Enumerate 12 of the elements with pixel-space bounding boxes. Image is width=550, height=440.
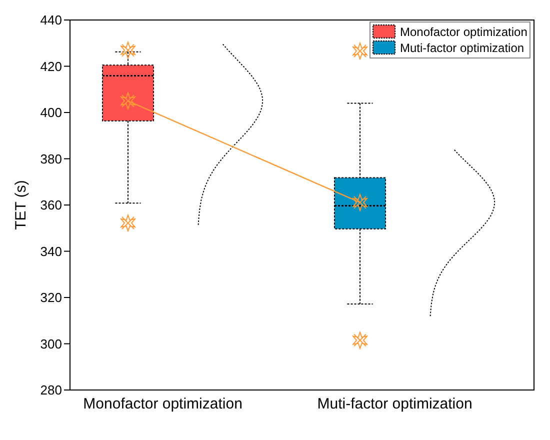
- y-tick-label: 360: [40, 198, 62, 213]
- y-tick-label: 380: [40, 151, 62, 166]
- y-tick-label: 420: [40, 58, 62, 74]
- y-tick-label: 440: [40, 12, 62, 28]
- legend-label: Monofactor optimization: [400, 25, 528, 39]
- y-axis-title: TET (s): [12, 180, 30, 230]
- y-tick-label: 400: [40, 105, 62, 120]
- y-tick-label: 320: [40, 290, 62, 306]
- y-tick-label: 340: [40, 244, 62, 259]
- y-tick-label: 300: [40, 336, 62, 352]
- legend-label: Muti-factor optimization: [400, 41, 524, 55]
- y-tick-label: 280: [40, 382, 62, 398]
